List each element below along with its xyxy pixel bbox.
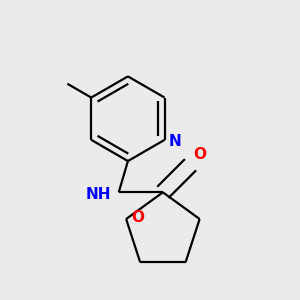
Text: NH: NH [86, 187, 111, 202]
Text: N: N [169, 134, 182, 149]
Text: O: O [194, 147, 206, 162]
Text: O: O [132, 210, 145, 225]
